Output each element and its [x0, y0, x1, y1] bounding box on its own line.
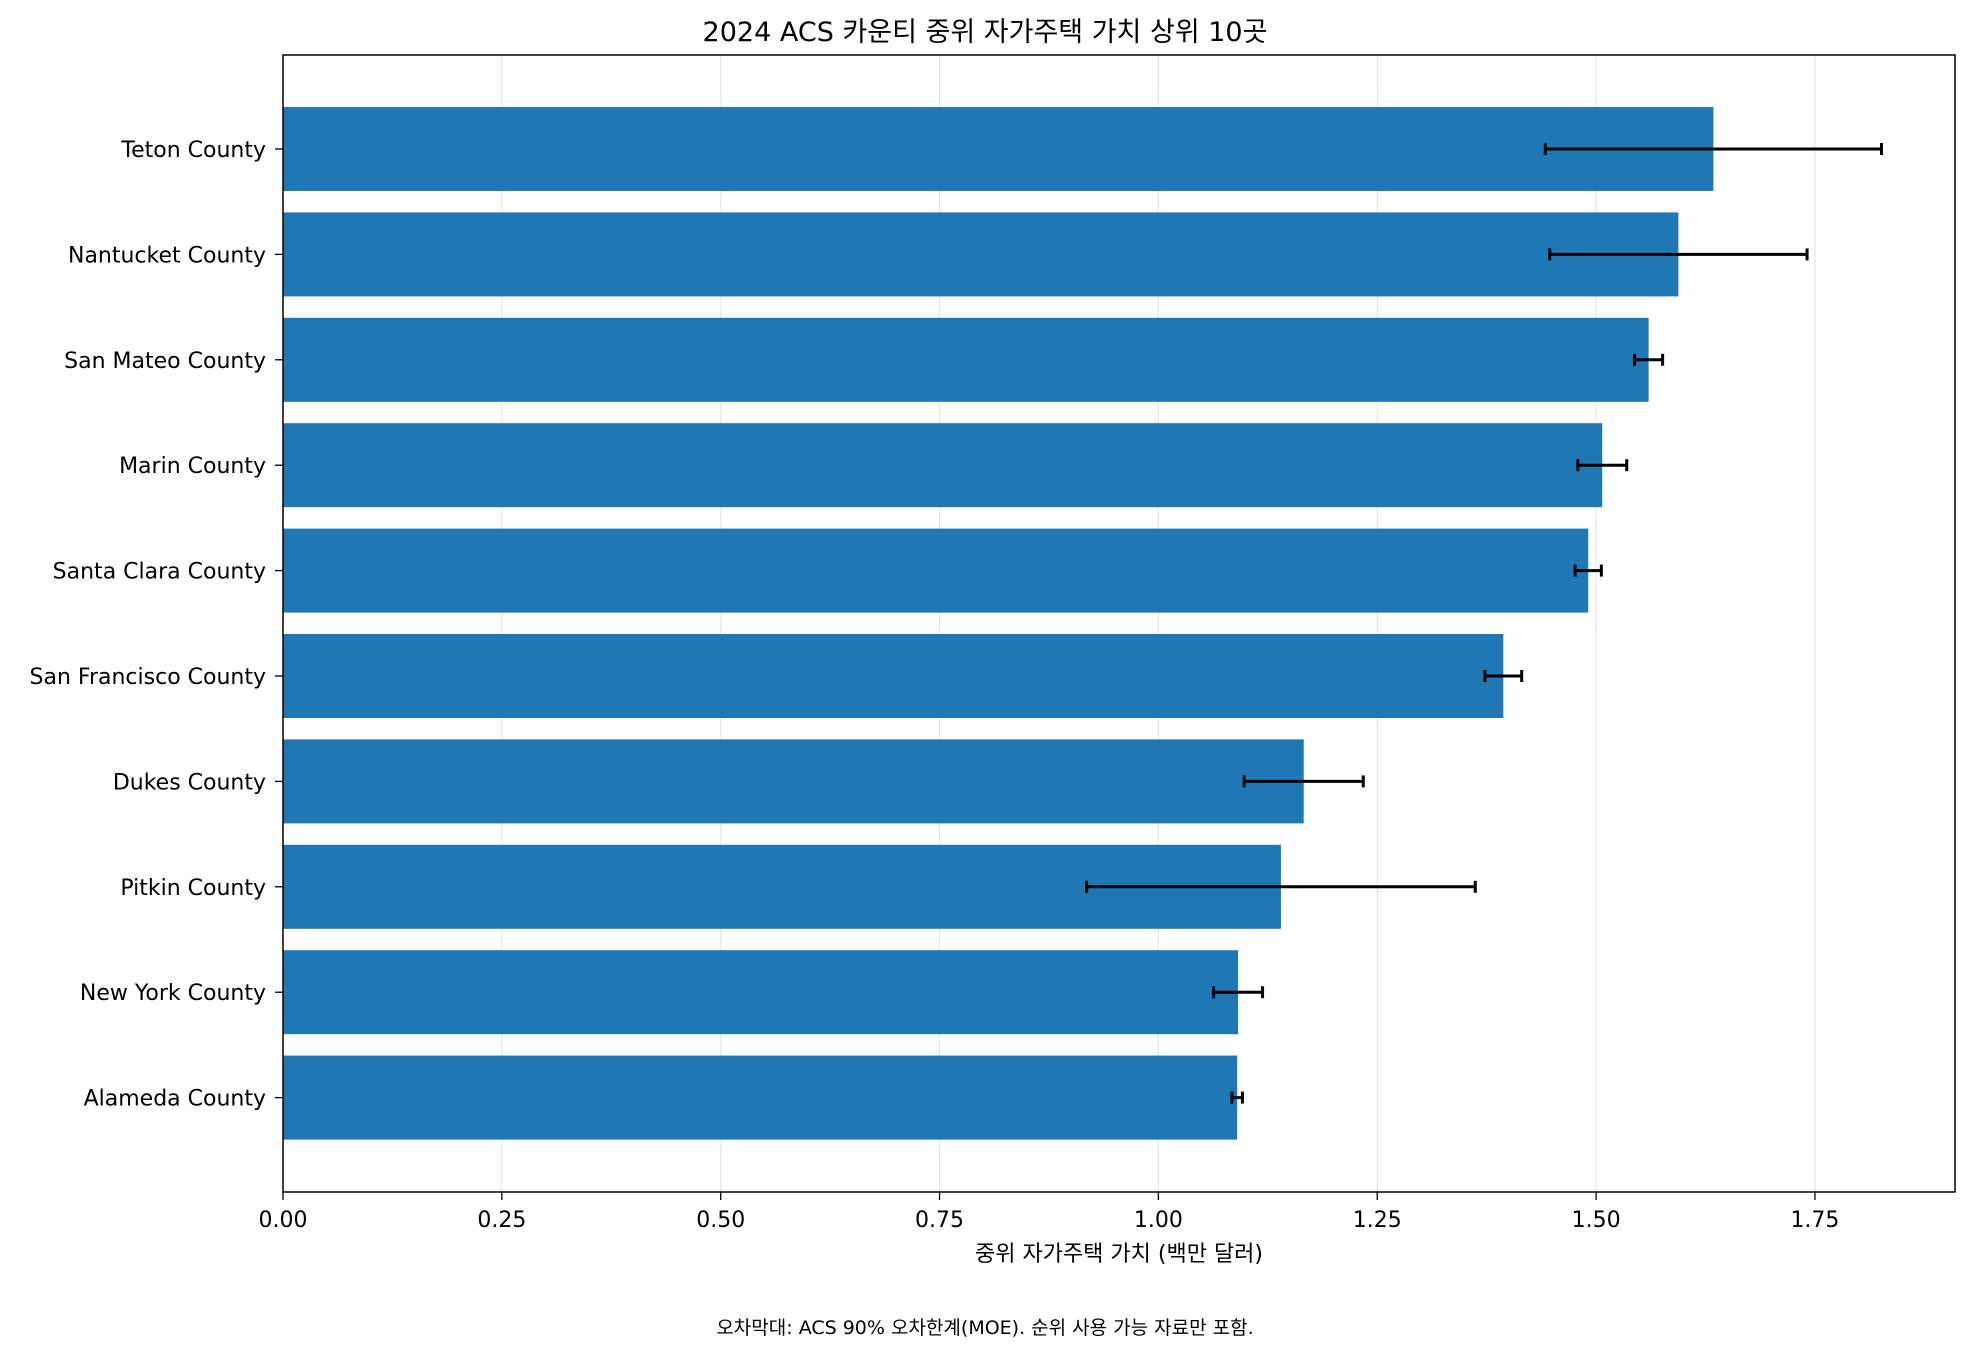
- bar: [283, 739, 1304, 824]
- y-tick-label: Nantucket County: [68, 243, 266, 268]
- x-axis: 0.00 0.25 0.50 0.75 1.00 1.25 1.50 1.75: [259, 1192, 1839, 1233]
- bar: [283, 1055, 1238, 1140]
- y-tick-label: Teton County: [120, 138, 266, 163]
- x-tick-label: 0.50: [696, 1208, 745, 1233]
- x-tick-label: 1.25: [1353, 1208, 1402, 1233]
- x-tick-label: 0.25: [477, 1208, 526, 1233]
- x-tick-label: 1.75: [1790, 1208, 1839, 1233]
- bar: [283, 634, 1504, 718]
- bar: [283, 950, 1239, 1035]
- x-tick-label: 0.00: [259, 1208, 308, 1233]
- x-axis-label: 중위 자가주택 가치 (백만 달러): [975, 1242, 1263, 1267]
- y-axis: Teton County Nantucket County San Mateo Co…: [30, 138, 283, 1112]
- y-tick-label: San Mateo County: [64, 349, 266, 374]
- bar: [283, 212, 1679, 297]
- footnote: 오차막대: ACS 90% 오차한계(MOE). 순위 사용 가능 자료만 포함…: [716, 1317, 1253, 1339]
- y-tick-label: Marin County: [119, 454, 266, 479]
- bars: [283, 107, 1714, 1140]
- y-tick-label: Santa Clara County: [53, 560, 266, 585]
- y-tick-label: New York County: [80, 981, 266, 1006]
- bar: [283, 423, 1603, 508]
- plot-frame: [282, 54, 1956, 1193]
- x-tick-label: 0.75: [915, 1208, 964, 1233]
- bar: [283, 107, 1714, 191]
- x-tick-label: 1.50: [1572, 1208, 1621, 1233]
- y-tick-label: San Francisco County: [30, 665, 266, 690]
- bar: [283, 317, 1649, 402]
- y-tick-label: Dukes County: [113, 770, 266, 795]
- x-tick-label: 1.00: [1134, 1208, 1183, 1233]
- error-bars: [1085, 143, 1883, 1104]
- bar: [283, 528, 1589, 613]
- y-tick-label: Alameda County: [84, 1087, 266, 1112]
- y-tick-label: Pitkin County: [120, 876, 266, 901]
- chart-title: 2024 ACS 카운티 중위 자가주택 가치 상위 10곳: [703, 17, 1268, 48]
